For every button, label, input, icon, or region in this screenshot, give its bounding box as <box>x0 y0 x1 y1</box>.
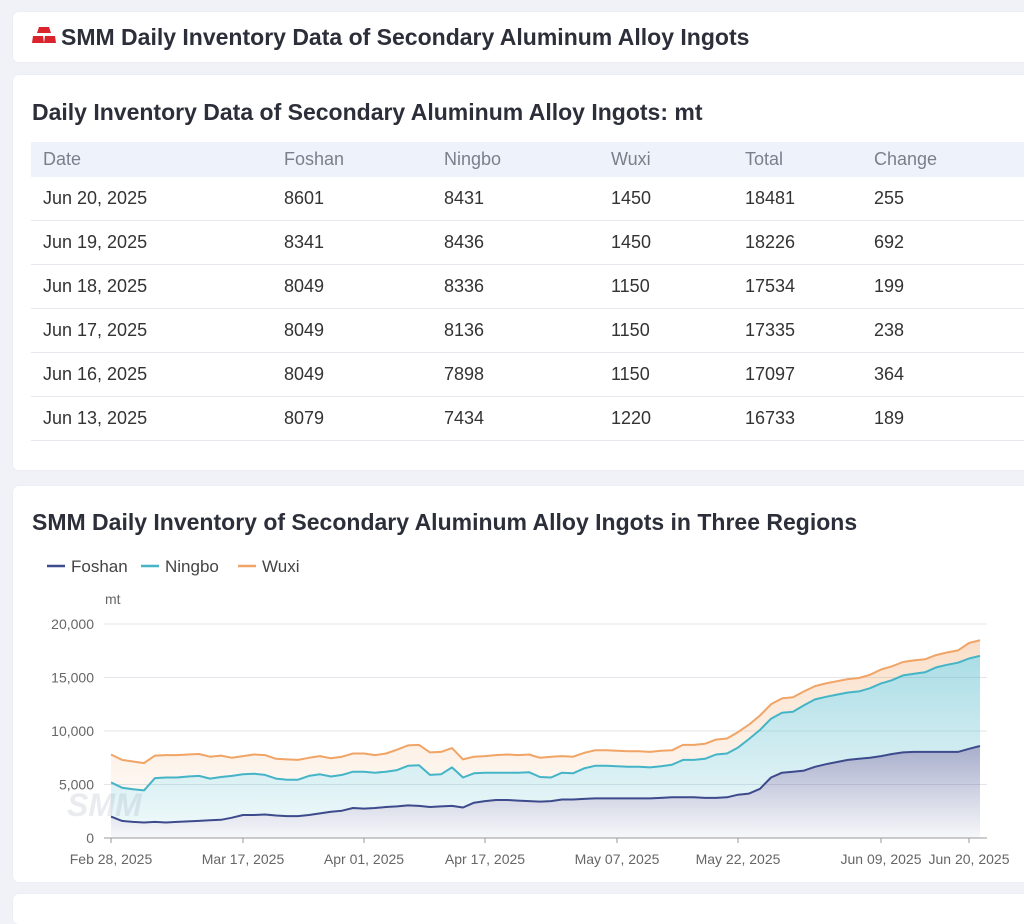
legend-item-ningbo[interactable]: Ningbo <box>141 557 219 576</box>
x-tick-label: Apr 01, 2025 <box>324 851 404 867</box>
y-tick-label: 10,000 <box>51 723 94 739</box>
cell-ningbo: 8436 <box>432 220 599 265</box>
logo-top-bar <box>37 27 51 33</box>
legend-label-foshan: Foshan <box>71 557 128 576</box>
x-tick-label: Mar 17, 2025 <box>202 851 285 867</box>
cell-total: 17534 <box>733 264 862 309</box>
inventory-table-card: Daily Inventory Data of Secondary Alumin… <box>13 75 1024 470</box>
cell-total: 17335 <box>733 308 862 353</box>
y-tick-label: 20,000 <box>51 616 94 632</box>
x-tick-label: May 22, 2025 <box>696 851 781 867</box>
column-header-total[interactable]: Total <box>733 142 862 177</box>
series-line-wuxi[interactable] <box>110 639 981 765</box>
cell-total: 16733 <box>733 396 862 441</box>
x-axis-ticks: Feb 28, 2025 Mar 17, 2025 Apr 01, 2025 Apr … <box>70 838 1010 867</box>
legend-label-ningbo: Ningbo <box>165 557 219 576</box>
cell-wuxi: 1450 <box>599 220 733 265</box>
area-layer <box>111 640 980 838</box>
column-header-ningbo[interactable]: Ningbo <box>432 142 599 177</box>
cell-change: 255 <box>862 177 1024 221</box>
cell-date: Jun 17, 2025 <box>31 308 272 353</box>
x-tick-label: May 07, 2025 <box>575 851 660 867</box>
cell-foshan: 8049 <box>272 352 432 397</box>
cell-date: Jun 16, 2025 <box>31 352 272 397</box>
cell-wuxi: 1450 <box>599 177 733 221</box>
cell-foshan: 8049 <box>272 264 432 309</box>
cell-foshan: 8601 <box>272 177 432 221</box>
table-row: Jun 20, 2025 8601 8431 1450 18481 255 <box>31 177 1024 221</box>
stacked-area-chart[interactable]: Foshan Ningbo Wuxi mt SMM 05,00010,00015… <box>13 486 1024 882</box>
column-header-wuxi[interactable]: Wuxi <box>599 142 733 177</box>
y-tick-label: 0 <box>86 830 94 846</box>
page-title: SMM Daily Inventory Data of Secondary Al… <box>61 24 750 50</box>
header-card: SMM Daily Inventory Data of Secondary Al… <box>13 12 1024 62</box>
cell-date: Jun 18, 2025 <box>31 264 272 309</box>
cell-ningbo: 7898 <box>432 352 599 397</box>
legend-item-wuxi[interactable]: Wuxi <box>238 557 299 576</box>
table-row: Jun 13, 2025 8079 7434 1220 16733 189 <box>31 396 1024 441</box>
x-tick-label: Feb 28, 2025 <box>70 851 153 867</box>
chart-legend: Foshan Ningbo Wuxi <box>47 557 299 576</box>
table-row: Jun 18, 2025 8049 8336 1150 17534 199 <box>31 264 1024 309</box>
logo-left-bar <box>32 36 44 43</box>
cell-foshan: 8079 <box>272 396 432 441</box>
table-header-row: Date Foshan Ningbo Wuxi Total Change <box>31 142 1024 177</box>
column-header-foshan[interactable]: Foshan <box>272 142 432 177</box>
y-axis-ticks: 0 5,000 10,000 15,000 20,000 <box>51 616 94 846</box>
cell-ningbo: 8336 <box>432 264 599 309</box>
cell-wuxi: 1150 <box>599 352 733 397</box>
inventory-chart-card: SMM Daily Inventory of Secondary Aluminu… <box>13 486 1024 882</box>
x-tick-label: Jun 20, 2025 <box>929 851 1010 867</box>
next-section-card <box>13 894 1024 924</box>
cell-date: Jun 20, 2025 <box>31 177 272 221</box>
y-tick-label: 5,000 <box>59 777 94 793</box>
line-layer <box>110 639 981 824</box>
cell-ningbo: 8136 <box>432 308 599 353</box>
legend-item-foshan[interactable]: Foshan <box>47 557 128 576</box>
cell-total: 17097 <box>733 352 862 397</box>
table-title: Daily Inventory Data of Secondary Alumin… <box>32 99 703 125</box>
cell-foshan: 8049 <box>272 308 432 353</box>
cell-wuxi: 1150 <box>599 308 733 353</box>
y-tick-label: 15,000 <box>51 670 94 686</box>
x-tick-label: Apr 17, 2025 <box>445 851 525 867</box>
table-row: Jun 19, 2025 8341 8436 1450 18226 692 <box>31 220 1024 265</box>
y-axis-unit-label: mt <box>105 591 121 607</box>
cell-foshan: 8341 <box>272 220 432 265</box>
cell-change: 692 <box>862 220 1024 265</box>
table-row: Jun 16, 2025 8049 7898 1150 17097 364 <box>31 352 1024 397</box>
cell-change: 364 <box>862 352 1024 397</box>
series-line-foshan[interactable] <box>110 745 981 824</box>
cell-ningbo: 7434 <box>432 396 599 441</box>
column-header-date[interactable]: Date <box>31 142 272 177</box>
cell-wuxi: 1220 <box>599 396 733 441</box>
area-ningbo <box>111 655 980 823</box>
inventory-table: Date Foshan Ningbo Wuxi Total Change Jun… <box>31 142 1024 441</box>
column-header-change[interactable]: Change <box>862 142 1024 177</box>
cell-change: 199 <box>862 264 1024 309</box>
cell-date: Jun 13, 2025 <box>31 396 272 441</box>
cell-wuxi: 1150 <box>599 264 733 309</box>
cell-total: 18226 <box>733 220 862 265</box>
cell-change: 238 <box>862 308 1024 353</box>
logo-right-bar <box>44 36 56 43</box>
table-row: Jun 17, 2025 8049 8136 1150 17335 238 <box>31 308 1024 353</box>
area-foshan <box>111 746 980 838</box>
cell-date: Jun 19, 2025 <box>31 220 272 265</box>
smm-logo-icon <box>32 27 56 43</box>
cell-total: 18481 <box>733 177 862 221</box>
legend-label-wuxi: Wuxi <box>262 557 299 576</box>
series-line-ningbo[interactable] <box>110 654 981 792</box>
cell-ningbo: 8431 <box>432 177 599 221</box>
x-tick-label: Jun 09, 2025 <box>841 851 922 867</box>
cell-change: 189 <box>862 396 1024 441</box>
chart-title: SMM Daily Inventory of Secondary Aluminu… <box>32 509 858 535</box>
